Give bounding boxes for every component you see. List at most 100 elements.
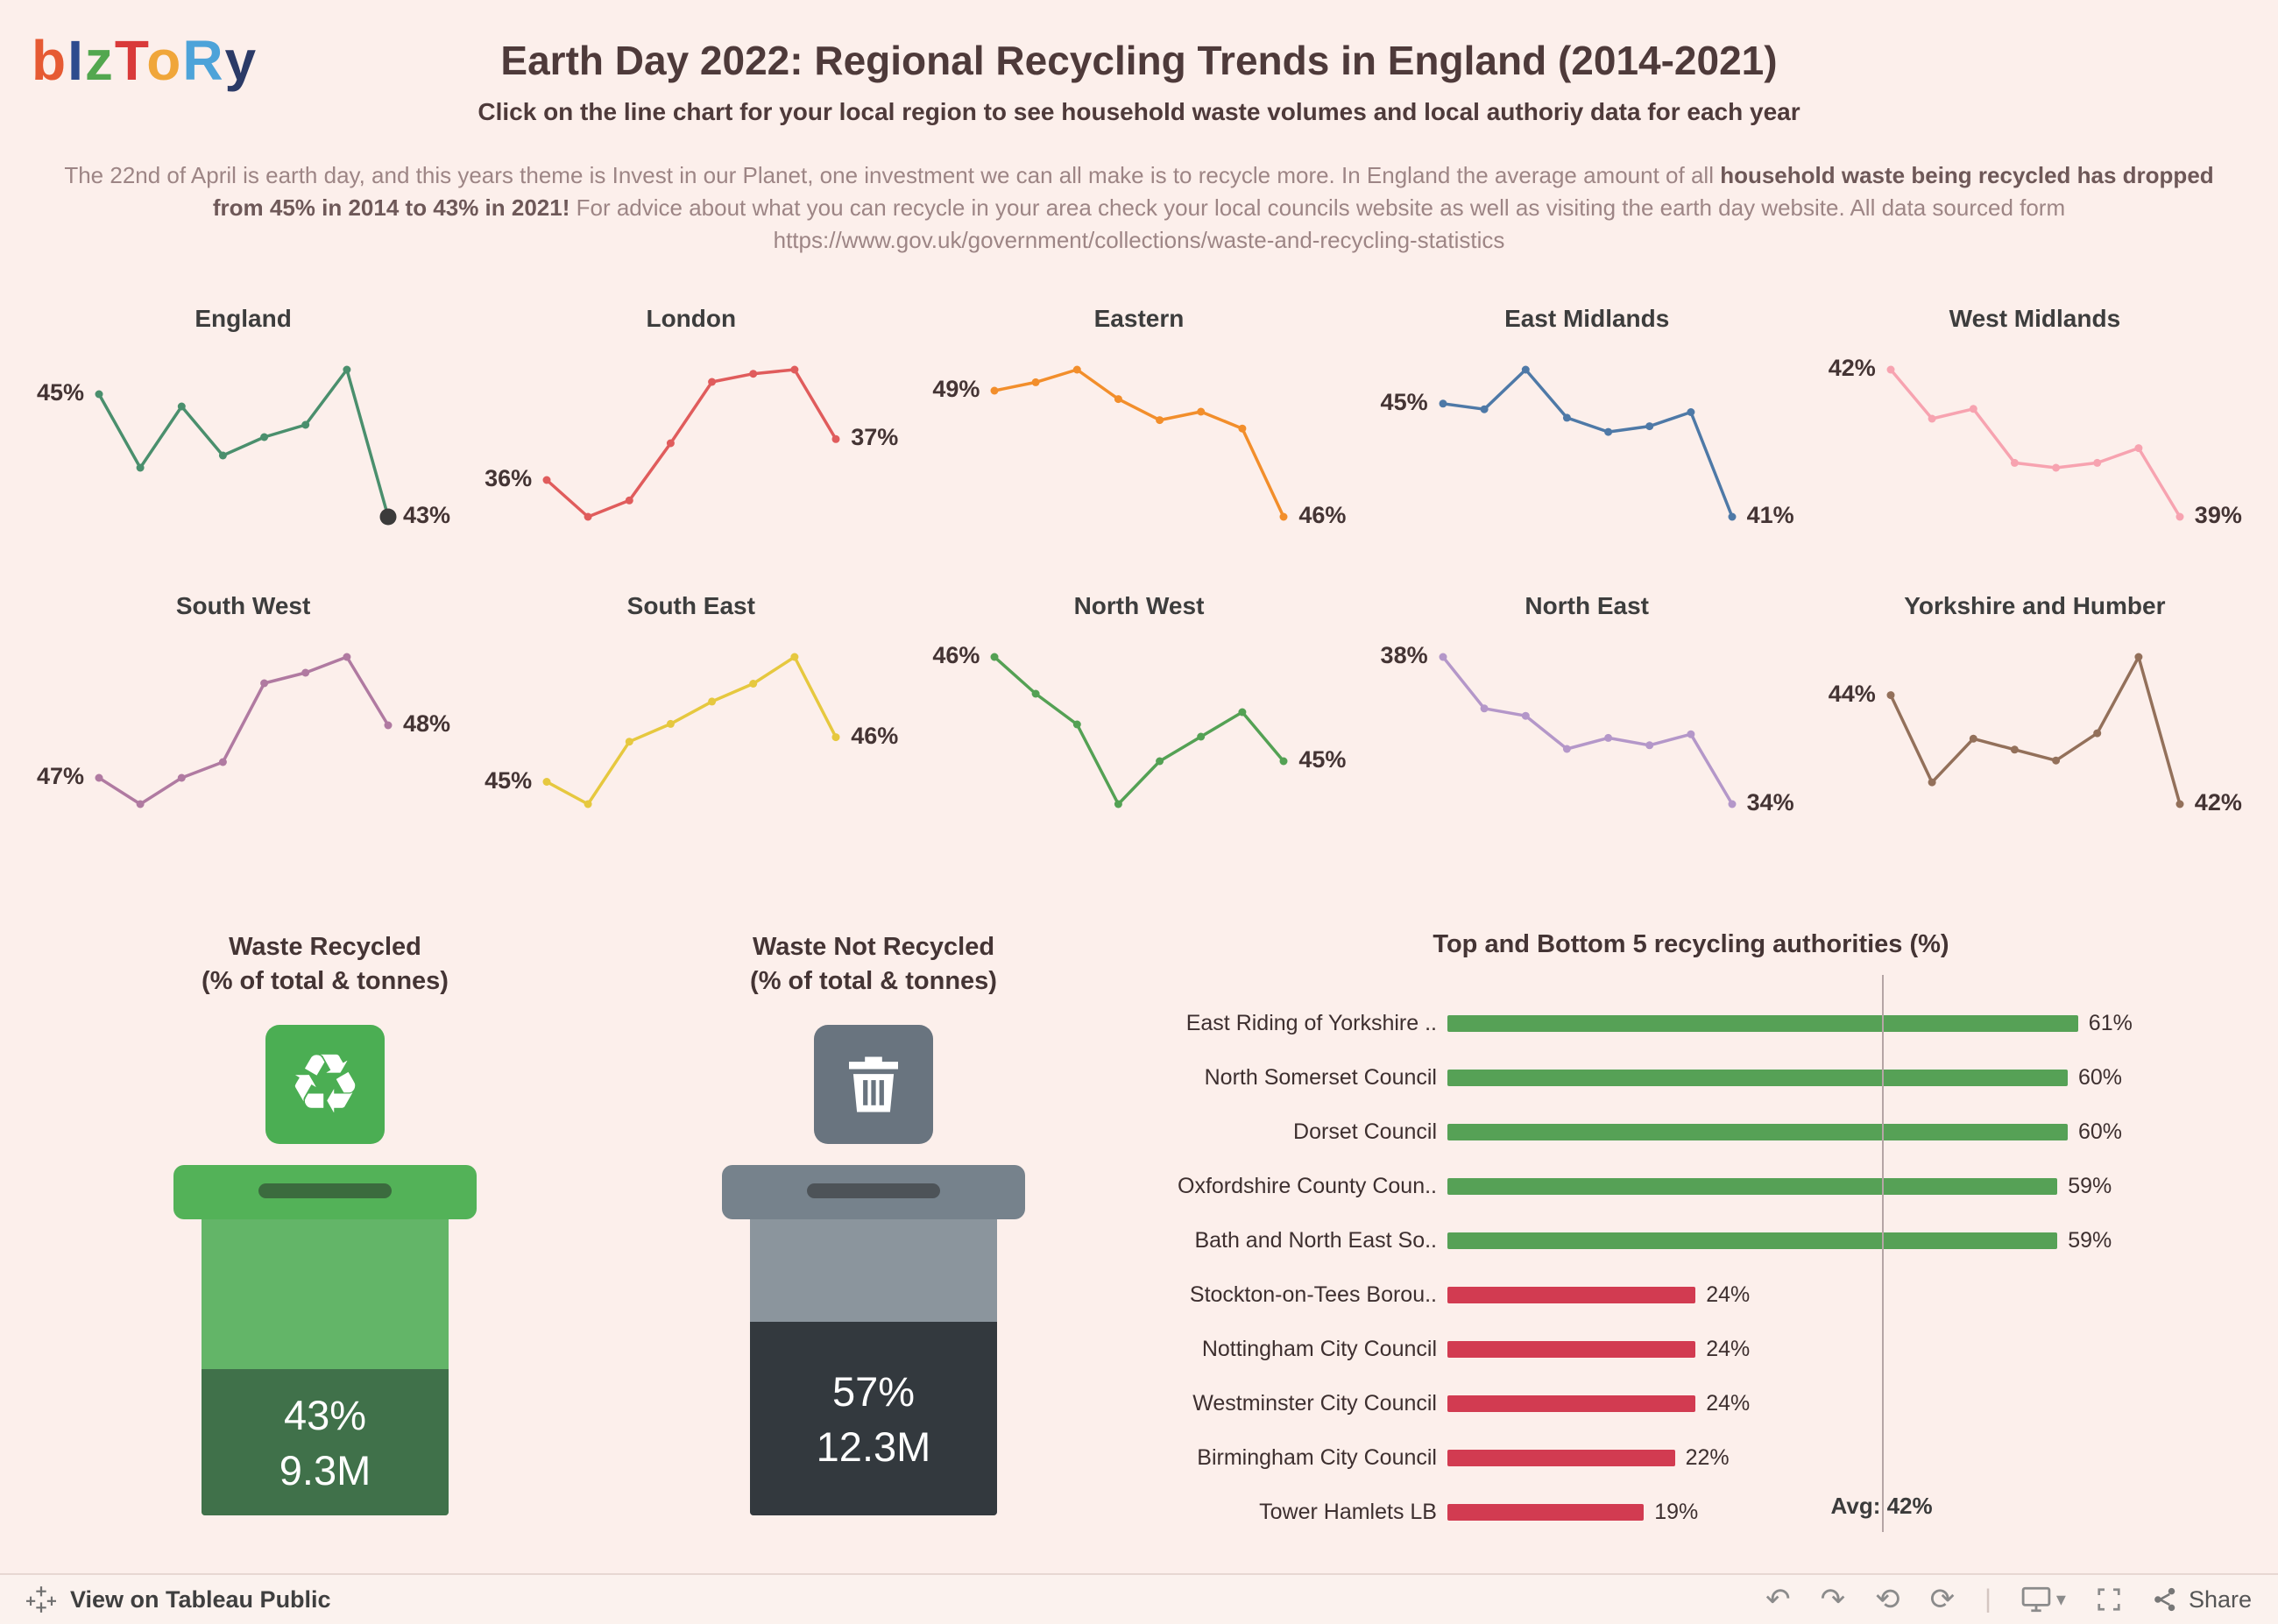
sparkline-title: South West <box>175 592 311 619</box>
not-recycled-bin-body[interactable]: 57% 12.3M <box>750 1219 997 1516</box>
sparkline-london[interactable]: London 36% 37% <box>467 305 915 561</box>
recycle-glyph: ♻ <box>287 1038 363 1131</box>
sparkline-body: 46% 45% <box>915 629 1362 839</box>
page-title: Earth Day 2022: Regional Recycling Trend… <box>500 38 1778 83</box>
bar[interactable] <box>1447 1395 1696 1412</box>
sparkline-south-east[interactable]: South East 45% 46% <box>467 592 915 848</box>
sparkline-start-label: 44% <box>1828 680 1876 707</box>
sparkline-west-midlands[interactable]: West Midlands 42% 39% <box>1811 305 2259 561</box>
sparkline-end-label: 46% <box>1298 502 1347 528</box>
bar-row-label: Nottingham City Council <box>1201 1336 1437 1361</box>
share-label: Share <box>2188 1585 2252 1613</box>
sparkline-chart[interactable] <box>90 350 397 536</box>
sparkline-title: England <box>195 305 292 332</box>
undo-icon[interactable]: ↶ <box>1765 1583 1791 1616</box>
sparkline-chart[interactable] <box>1434 350 1741 536</box>
bar-row-label: Dorset Council <box>1293 1119 1437 1144</box>
sparkline-title: West Midlands <box>1949 305 2121 332</box>
recycled-tonnes: 9.3M <box>279 1446 371 1493</box>
bar[interactable] <box>1447 1286 1696 1303</box>
bar-row-label: North Somerset Council <box>1204 1064 1437 1090</box>
waste-not-recycled-title: Waste Not Recycled (% of total & tonnes) <box>646 930 1101 999</box>
logo-letter: o <box>146 29 183 92</box>
bar[interactable] <box>1447 1177 2058 1195</box>
waste-recycled-panel: Waste Recycled (% of total & tonnes) ♻ 4… <box>97 930 553 1516</box>
sparkline-title: North West <box>1073 592 1205 619</box>
sparkline-england[interactable]: England 45% 43% <box>19 305 467 561</box>
sparkline-chart[interactable] <box>1434 638 1741 823</box>
sparkline-start-label: 42% <box>1828 355 1876 381</box>
bar[interactable] <box>1447 1340 1696 1358</box>
sparkline-body: 45% 43% <box>19 342 467 552</box>
view-on-tableau-public-label: View on Tableau Public <box>70 1585 331 1613</box>
sparkline-start-label: 45% <box>485 766 533 794</box>
description-part1: The 22nd of April is earth day, and this… <box>64 162 1721 188</box>
sparkline-body: 45% 46% <box>467 629 915 839</box>
bar[interactable] <box>1447 1069 2068 1086</box>
recycled-bin-body[interactable]: 43% 9.3M <box>202 1219 449 1516</box>
sparkline-end-label: 48% <box>403 710 451 737</box>
sparkline-chart[interactable] <box>986 638 1292 823</box>
bar-track: 60% <box>1447 1050 2217 1105</box>
sparkline-title: Eastern <box>1093 305 1185 332</box>
sparkline-start-label: 46% <box>932 642 980 668</box>
sparkline-chart[interactable] <box>538 350 845 536</box>
sparkline-chart[interactable] <box>538 638 845 823</box>
sparkline-end-label: 45% <box>1298 746 1347 773</box>
sparkline-eastern[interactable]: Eastern 49% 46% <box>915 305 1362 561</box>
average-label: Avg: 42% <box>1830 1493 1933 1519</box>
sparkline-yorkshire-and-humber[interactable]: Yorkshire and Humber 44% 42% <box>1811 592 2259 848</box>
bar-row-east-riding-of-yorkshire: East Riding of Yorkshire .. 61% <box>1165 996 2217 1050</box>
sparkline-title: South East <box>626 592 755 619</box>
sparkline-chart[interactable] <box>90 638 397 823</box>
sparkline-end-label: 43% <box>403 502 451 528</box>
device-preview-button[interactable]: ▾ <box>2021 1586 2066 1613</box>
logo-letter: z <box>84 29 115 92</box>
recycled-bin-lid[interactable] <box>173 1165 477 1220</box>
title-block: Earth Day 2022: Regional Recycling Trend… <box>228 37 2050 126</box>
sparkline-start-label: 38% <box>1380 642 1428 668</box>
bar[interactable] <box>1447 1449 1675 1466</box>
sparkline-east-midlands[interactable]: East Midlands 45% 41% <box>1363 305 1811 561</box>
replay-icon[interactable]: ⟲ <box>1875 1583 1900 1616</box>
share-button[interactable]: Share <box>2152 1586 2252 1613</box>
sparkline-start-label: 36% <box>485 465 533 491</box>
bar-row-label: Westminster City Council <box>1192 1390 1437 1416</box>
bar-row-oxfordshire-county-coun: Oxfordshire County Coun.. 59% <box>1165 1159 2217 1213</box>
redo-icon[interactable]: ↷ <box>1820 1583 1846 1616</box>
bar-track: 19% <box>1447 1485 2217 1539</box>
bar-value: 24% <box>1706 1390 1751 1416</box>
tableau-logo-icon <box>26 1586 56 1613</box>
sparkline-grid: England 45% 43% London 36% 37% Eastern 49% 46% Ea… <box>19 305 2259 848</box>
sparkline-north-east[interactable]: North East 38% 34% <box>1363 592 1811 848</box>
trash-icon <box>814 1025 933 1145</box>
sparkline-chart[interactable] <box>1882 638 2189 823</box>
sparkline-body: 47% 48% <box>19 629 467 839</box>
bin-title-line2: (% of total & tonnes) <box>202 967 449 996</box>
refresh-icon[interactable]: ⟳ <box>1929 1583 1956 1616</box>
sparkline-north-west[interactable]: North West 46% 45% <box>915 592 1362 848</box>
sparkline-end-label: 46% <box>851 722 899 749</box>
bar-value: 60% <box>2078 1119 2123 1144</box>
not-recycled-tonnes: 12.3M <box>816 1423 931 1470</box>
bin-title-line1: Waste Not Recycled <box>752 933 995 961</box>
waste-recycled-title: Waste Recycled (% of total & tonnes) <box>97 930 553 999</box>
bar[interactable] <box>1447 1014 2078 1032</box>
fullscreen-button[interactable] <box>2096 1586 2122 1613</box>
bar[interactable] <box>1447 1123 2068 1140</box>
bar-chart-title: Top and Bottom 5 recycling authorities (… <box>1433 930 1949 958</box>
logo-letter: y <box>224 29 258 92</box>
sparkline-south-west[interactable]: South West 47% 48% <box>19 592 467 848</box>
not-recycled-bin-lid[interactable] <box>722 1165 1025 1220</box>
sparkline-title: North East <box>1525 592 1649 619</box>
sparkline-chart[interactable] <box>1882 350 2189 536</box>
sparkline-chart[interactable] <box>986 350 1292 536</box>
bar-value: 59% <box>2068 1173 2112 1198</box>
bar[interactable] <box>1447 1503 1645 1521</box>
bar-value: 24% <box>1706 1282 1751 1307</box>
recycle-icon: ♻ <box>265 1025 385 1145</box>
bin-title-line1: Waste Recycled <box>229 933 421 961</box>
bar-row-label: Oxfordshire County Coun.. <box>1178 1173 1437 1198</box>
view-on-tableau-public-link[interactable]: View on Tableau Public <box>26 1585 331 1614</box>
bar[interactable] <box>1447 1232 2058 1249</box>
